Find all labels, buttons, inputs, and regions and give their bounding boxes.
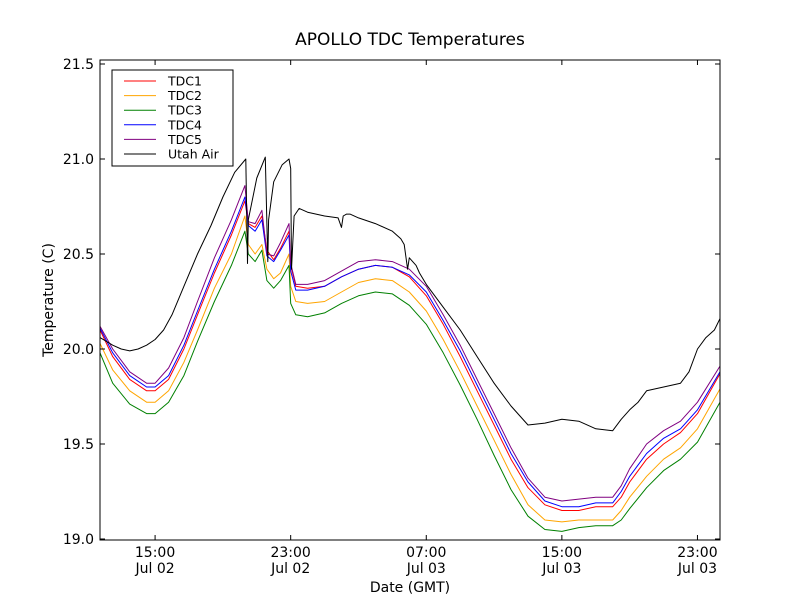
legend-label-tdc4: TDC4 [167,117,202,132]
legend-label-tdc5: TDC5 [167,132,202,147]
series-line-tdc5 [100,185,720,502]
plot-frame [99,59,721,541]
x-tick-label-date: Jul 03 [677,561,717,577]
y-tick-label: 19.5 [63,437,94,453]
x-tick-label-time: 23:00 [677,545,717,561]
series-line-utah-air [100,156,720,432]
legend-label-utah-air: Utah Air [168,147,220,162]
x-axis-title: Date (GMT) [370,580,450,596]
series-layer [100,156,720,532]
legend-label-tdc1: TDC1 [167,74,202,89]
y-axis: 19.0 19.5 20.0 20.5 21.0 21.5 [63,57,720,548]
series-line-tdc2 [100,215,720,523]
series-line-tdc3 [100,230,720,532]
series-line-tdc4 [100,196,720,508]
y-tick-label: 20.5 [63,247,94,263]
y-tick-label: 20.0 [63,342,94,358]
legend-box [111,69,234,167]
x-tick-label-time: 07:00 [406,545,446,561]
x-tick-label-date: Jul 03 [541,561,581,577]
chart-title: APOLLO TDC Temperatures [295,30,525,50]
x-tick-label-time: 15:00 [135,545,175,561]
x-tick-label-date: Jul 03 [406,561,446,577]
y-tick-label: 21.0 [63,152,94,168]
x-tick-label-date: Jul 02 [270,561,310,577]
legend-label-tdc3: TDC3 [167,103,202,118]
y-axis-title: Temperature (C) [41,243,57,358]
y-tick-label: 21.5 [63,57,94,73]
x-tick-label-date: Jul 02 [135,561,175,577]
x-tick-label-time: 15:00 [542,545,582,561]
y-tick-label: 19.0 [63,532,94,548]
x-tick-label-time: 23:00 [270,545,310,561]
legend-label-tdc2: TDC2 [167,88,202,103]
